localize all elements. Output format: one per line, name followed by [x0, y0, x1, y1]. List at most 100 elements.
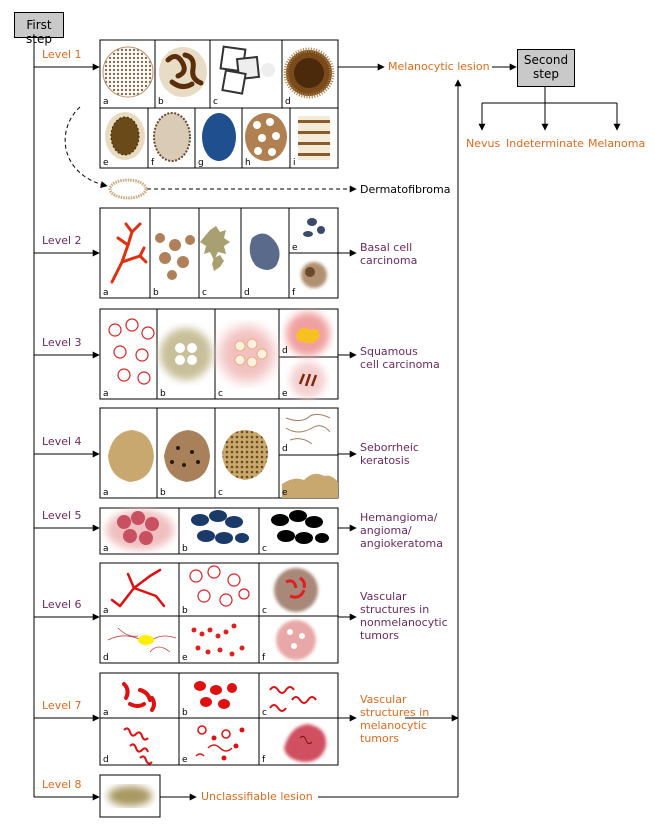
svg-text:d: d — [285, 97, 291, 107]
glomerular-vessels — [108, 318, 155, 385]
pattern-reticular — [102, 46, 154, 98]
svg-text:g: g — [198, 158, 204, 168]
level-4-label: Level 4 — [42, 435, 82, 448]
pattern-multicomponent — [245, 113, 287, 161]
svg-text:i: i — [293, 158, 296, 168]
vessels-corkscrew — [123, 727, 153, 765]
svg-text:b: b — [182, 544, 188, 554]
sk-milia-cysts — [108, 430, 154, 482]
vessels-hairpin — [274, 568, 318, 612]
svg-text:b: b — [182, 708, 188, 718]
svg-text:e: e — [282, 488, 288, 498]
vessels-white-circles — [276, 620, 316, 660]
red-lacunae — [106, 510, 174, 550]
svg-text:f: f — [262, 653, 266, 663]
keratin-pink-halo — [219, 326, 275, 382]
pattern-parallel-lines — [298, 116, 330, 160]
sk-fissures — [285, 413, 331, 445]
panel-letters: a b c d e f g h i a b c d e f a b c d e … — [103, 97, 298, 765]
outcome-melanoma: Melanoma — [588, 137, 646, 150]
level-2-label: Level 2 — [42, 234, 82, 247]
svg-text:b: b — [160, 488, 166, 498]
outcome-nevus: Nevus — [466, 137, 501, 150]
vessels-serpentine — [269, 686, 317, 712]
level-2-panel — [99, 207, 339, 299]
pattern-globular — [159, 47, 207, 97]
svg-text:f: f — [151, 158, 155, 168]
svg-text:b: b — [158, 97, 164, 107]
vessels-arborizing — [110, 568, 166, 608]
outcome-seborrheic-keratosis: Seborrheic keratosis — [360, 441, 419, 467]
first-step-box: First step — [14, 12, 64, 46]
blue-lacunae — [191, 510, 249, 544]
level-3-label: Level 3 — [42, 336, 82, 349]
yellow-keratin-mass — [286, 312, 330, 356]
svg-text:d: d — [282, 346, 288, 356]
sk-comedo-openings — [164, 430, 210, 482]
level-1-panel — [99, 39, 339, 169]
vessels-red-globules — [194, 681, 237, 709]
level-4-panel — [99, 407, 339, 499]
vessels-glomerular — [189, 565, 250, 607]
svg-text:c: c — [213, 97, 218, 107]
svg-text:h: h — [245, 158, 251, 168]
vessels-linear-irregular — [107, 627, 177, 653]
pattern-starburst — [283, 47, 335, 99]
arborizing-vessels — [110, 222, 148, 284]
second-step-box: Second step — [517, 49, 575, 87]
svg-text:a: a — [103, 488, 109, 498]
level-3-panel — [99, 308, 339, 400]
svg-text:d: d — [103, 755, 109, 765]
svg-text:c: c — [202, 288, 207, 298]
flow-connectors — [33, 37, 621, 801]
svg-text:a: a — [103, 97, 109, 107]
pattern-parallel-dots — [153, 112, 191, 162]
svg-text:d: d — [282, 444, 288, 454]
svg-text:e: e — [182, 653, 188, 663]
outcome-squamous-cell-carcinoma: Squamous cell carcinoma — [360, 345, 440, 371]
black-lacunae — [271, 510, 329, 544]
level-6-panel — [99, 562, 339, 664]
svg-text:c: c — [262, 606, 267, 616]
level-1-label: Level 1 — [42, 48, 82, 61]
level-5-panel — [99, 507, 339, 555]
svg-text:a: a — [103, 708, 109, 718]
vessels-milky-red — [284, 724, 327, 762]
outcome-hemangioma: Hemangioma/ angioma/ angiokeratoma — [360, 511, 443, 550]
svg-text:a: a — [103, 606, 109, 616]
level-6-label: Level 6 — [42, 598, 82, 611]
outcome-unclassifiable-lesion: Unclassifiable lesion — [201, 790, 313, 803]
outcome-dermatofibroma: Dermatofibroma — [360, 183, 451, 196]
ulceration — [301, 262, 327, 288]
multiple-blue-globules — [303, 218, 325, 237]
pattern-squares — [219, 45, 275, 95]
svg-text:a: a — [103, 544, 109, 554]
pattern-cobblestone — [105, 112, 145, 160]
svg-text:a: a — [103, 288, 109, 298]
sk-sharp-border — [282, 473, 338, 498]
svg-text:b: b — [182, 606, 188, 616]
svg-text:b: b — [160, 389, 166, 399]
outcome-melanocytic-lesion: Melanocytic lesion — [388, 60, 490, 73]
vessels-comma — [122, 682, 156, 712]
vessels-polymorphous — [195, 725, 245, 761]
level-5-label: Level 5 — [42, 509, 82, 522]
svg-text:d: d — [103, 653, 109, 663]
blue-gray-ovoid-nests — [249, 233, 280, 270]
outcome-basal-cell-carcinoma: Basal cell carcinoma — [360, 241, 418, 267]
svg-text:c: c — [218, 488, 223, 498]
level-7-panel — [99, 672, 339, 766]
outcome-vascular-nonmelanocytic: Vascular structures in nonmelanocytic tu… — [360, 590, 448, 642]
level-8-label: Level 8 — [42, 778, 82, 791]
dermatofibroma-ring-icon — [108, 178, 148, 200]
blood-spots — [290, 362, 326, 398]
svg-text:f: f — [262, 755, 266, 765]
level-7-label: Level 7 — [42, 699, 82, 712]
vessels-dotted — [191, 623, 245, 657]
svg-text:e: e — [182, 755, 188, 765]
leaf-like-areas — [155, 233, 195, 280]
outcome-vascular-melanocytic: Vascular structures in melanocytic tumor… — [360, 693, 430, 745]
pattern-homogeneous-blue — [202, 113, 236, 161]
svg-text:c: c — [218, 389, 223, 399]
